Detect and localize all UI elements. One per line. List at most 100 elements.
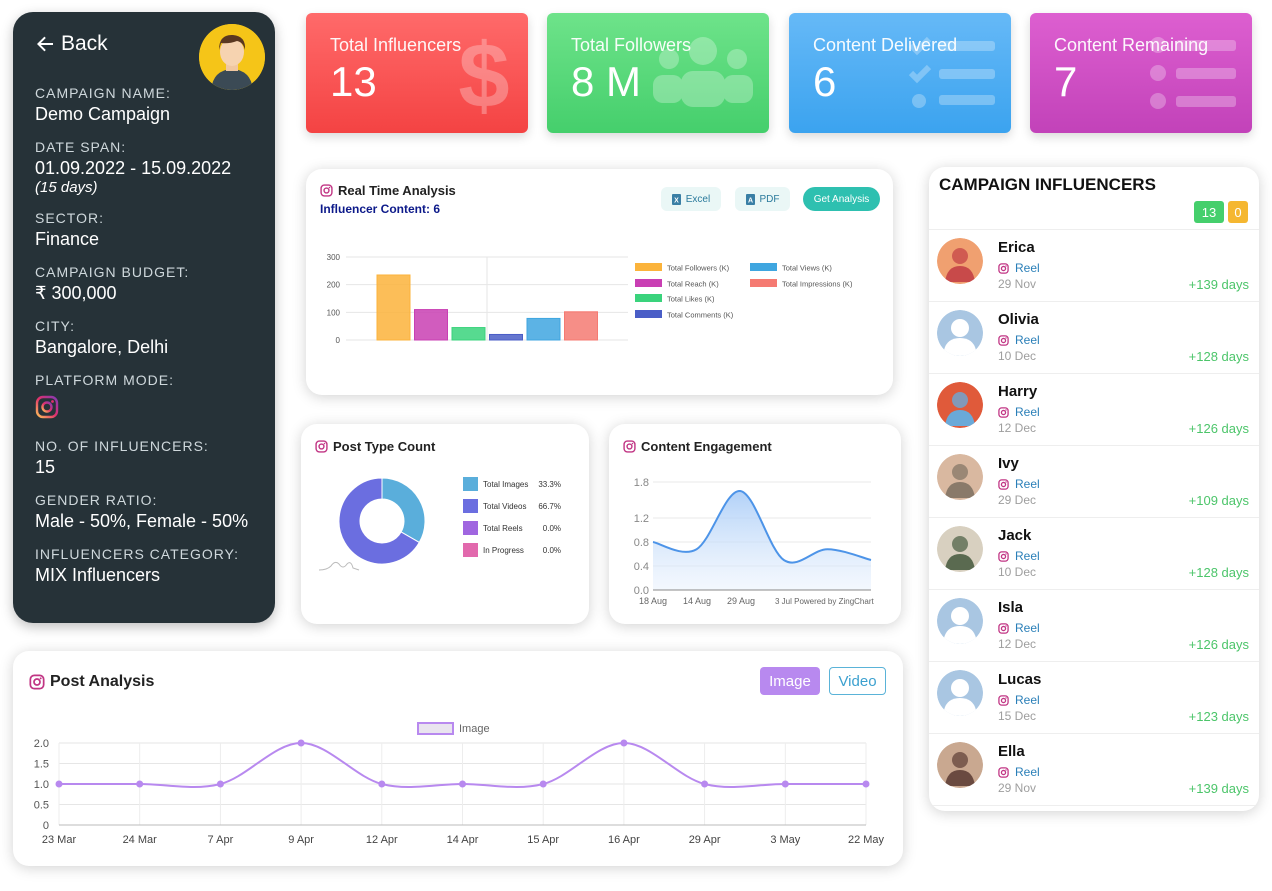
influencer-avatar[interactable] xyxy=(937,454,983,500)
bar xyxy=(526,317,561,341)
influencer-row[interactable]: Harry Reel 12 Dec +126 days xyxy=(929,374,1259,446)
content-type: Reel xyxy=(998,693,1040,707)
campaign-influencers-card: CAMPAIGN INFLUENCERS 13 0 Erica Reel 29 … xyxy=(929,167,1259,811)
influencer-avatar[interactable] xyxy=(937,310,983,356)
x-tick-label: 29 Aug xyxy=(727,596,755,606)
influencer-row[interactable]: Ivy Reel 29 Dec +109 days xyxy=(929,446,1259,518)
field-gender-ratio: GENDER RATIO: Male - 50%, Female - 50% xyxy=(35,492,249,531)
stat-total-followers: Total Followers 8 M xyxy=(547,13,769,133)
campaign-sidebar: Back CAMPAIGN NAME: Demo Campaign DATE S… xyxy=(13,12,275,623)
bar xyxy=(489,333,523,341)
influencer-avatar[interactable] xyxy=(937,598,983,644)
influencer-row[interactable]: Olivia Reel 10 Dec +128 days xyxy=(929,302,1259,374)
content-type: Reel xyxy=(998,621,1040,635)
influencer-name[interactable]: Ella xyxy=(998,743,1025,760)
influencer-avatar[interactable] xyxy=(937,238,983,284)
legend-swatch xyxy=(635,263,662,271)
realtime-analysis-card: Real Time Analysis Influencer Content: 6… xyxy=(306,169,893,395)
legend-label: Total Reach (K) xyxy=(667,280,719,289)
data-point xyxy=(781,780,789,788)
influencer-avatar[interactable] xyxy=(937,742,983,788)
list-icon xyxy=(1150,37,1236,109)
influencer-row[interactable]: Ella Reel 29 Nov +139 days xyxy=(929,734,1259,806)
get-analysis-button[interactable]: Get Analysis xyxy=(803,187,880,211)
influencer-days: +139 days xyxy=(1188,781,1249,796)
influencer-days: +126 days xyxy=(1188,637,1249,652)
content-engagement-card: Content Engagement 0.0 0.4 0.8 1.2 1.8 18 Aug… xyxy=(609,424,901,624)
content-type: Reel xyxy=(998,333,1040,347)
instagram-icon xyxy=(998,262,1009,274)
influencer-name[interactable]: Jack xyxy=(998,527,1032,544)
influencer-photo-icon xyxy=(937,382,983,428)
y-tick-label: 0 xyxy=(336,336,341,345)
video-filter-button[interactable]: Video xyxy=(829,667,886,695)
influencer-date: 29 Nov xyxy=(998,781,1037,795)
influencer-days: +128 days xyxy=(1188,349,1249,364)
influencer-avatar[interactable] xyxy=(937,670,983,716)
influencer-photo-icon xyxy=(937,238,983,284)
influencer-date: 29 Nov xyxy=(998,277,1037,291)
influencer-row[interactable]: Erica Reel 29 Nov +139 days xyxy=(929,230,1259,302)
legend-percent: 0.0% xyxy=(543,546,561,555)
legend-swatch xyxy=(463,499,478,513)
influencer-name[interactable]: Ivy xyxy=(998,455,1019,472)
influencer-row[interactable]: Jack Reel 10 Dec +128 days xyxy=(929,518,1259,590)
influencer-name[interactable]: Erica xyxy=(998,239,1035,256)
y-tick-label: 1.8 xyxy=(634,477,649,489)
influencer-photo-icon xyxy=(937,742,983,788)
checklist-icon xyxy=(908,36,995,108)
bar xyxy=(451,327,486,341)
influencer-name[interactable]: Harry xyxy=(998,383,1038,400)
y-tick-label: 1.5 xyxy=(34,759,49,771)
stat-content-delivered: Content Delivered 6 xyxy=(789,13,1011,133)
legend-percent: 0.0% xyxy=(543,524,561,533)
back-button[interactable]: Back xyxy=(35,32,253,56)
realtime-title: Real Time Analysis xyxy=(320,183,456,198)
instagram-icon xyxy=(998,550,1009,562)
pie-slice xyxy=(338,477,420,565)
image-filter-button[interactable]: Image xyxy=(760,667,820,695)
y-tick-label: 0.0 xyxy=(634,585,649,597)
influencer-date: 10 Dec xyxy=(998,565,1037,579)
legend-swatch xyxy=(635,310,662,318)
pending-count-badge: 0 xyxy=(1228,201,1248,223)
legend-swatch xyxy=(635,279,662,287)
legend-label: Total Images xyxy=(483,480,528,489)
data-point xyxy=(620,739,628,747)
influencer-days: +109 days xyxy=(1188,493,1249,508)
legend-swatch xyxy=(463,477,478,491)
legend-percent: 66.7% xyxy=(538,502,561,511)
x-tick-label: 24 Mar xyxy=(123,834,158,846)
export-pdf-button[interactable]: A PDF xyxy=(735,187,790,211)
legend-label: In Progress xyxy=(483,546,524,555)
x-tick-label: 22 May xyxy=(848,834,885,846)
y-tick-label: 0.4 xyxy=(634,561,649,573)
instagram-icon xyxy=(35,395,59,419)
area-line xyxy=(652,490,872,564)
legend-label: Total Videos xyxy=(483,502,526,511)
excel-file-icon: X xyxy=(671,193,681,205)
influencer-name[interactable]: Lucas xyxy=(998,671,1042,688)
influencer-name[interactable]: Olivia xyxy=(998,311,1039,328)
dollar-icon: $ xyxy=(458,31,509,117)
user-avatar[interactable] xyxy=(199,24,265,90)
content-type: Reel xyxy=(998,405,1040,419)
export-excel-button[interactable]: X Excel xyxy=(661,187,721,211)
field-city: CITY: Bangalore, Delhi xyxy=(35,318,169,357)
influencer-days: +123 days xyxy=(1188,709,1249,724)
influencer-row[interactable]: Lucas Reel 15 Dec +123 days xyxy=(929,662,1259,734)
legend-label: Total Views (K) xyxy=(782,264,832,273)
influencer-avatar[interactable] xyxy=(937,382,983,428)
x-tick-label: 12 Apr xyxy=(366,834,398,846)
y-tick-label: 1.2 xyxy=(634,513,649,525)
influencer-avatar[interactable] xyxy=(937,526,983,572)
data-point xyxy=(539,780,547,788)
default-avatar-icon xyxy=(937,598,983,644)
legend-swatch xyxy=(635,294,662,302)
content-type-label: Reel xyxy=(1015,261,1040,275)
x-tick-label: 23 Mar xyxy=(42,834,77,846)
legend-label: Total Likes (K) xyxy=(667,295,715,304)
influencer-row[interactable]: Isla Reel 12 Dec +126 days xyxy=(929,590,1259,662)
y-tick-label: 200 xyxy=(327,281,341,290)
influencer-name[interactable]: Isla xyxy=(998,599,1024,616)
